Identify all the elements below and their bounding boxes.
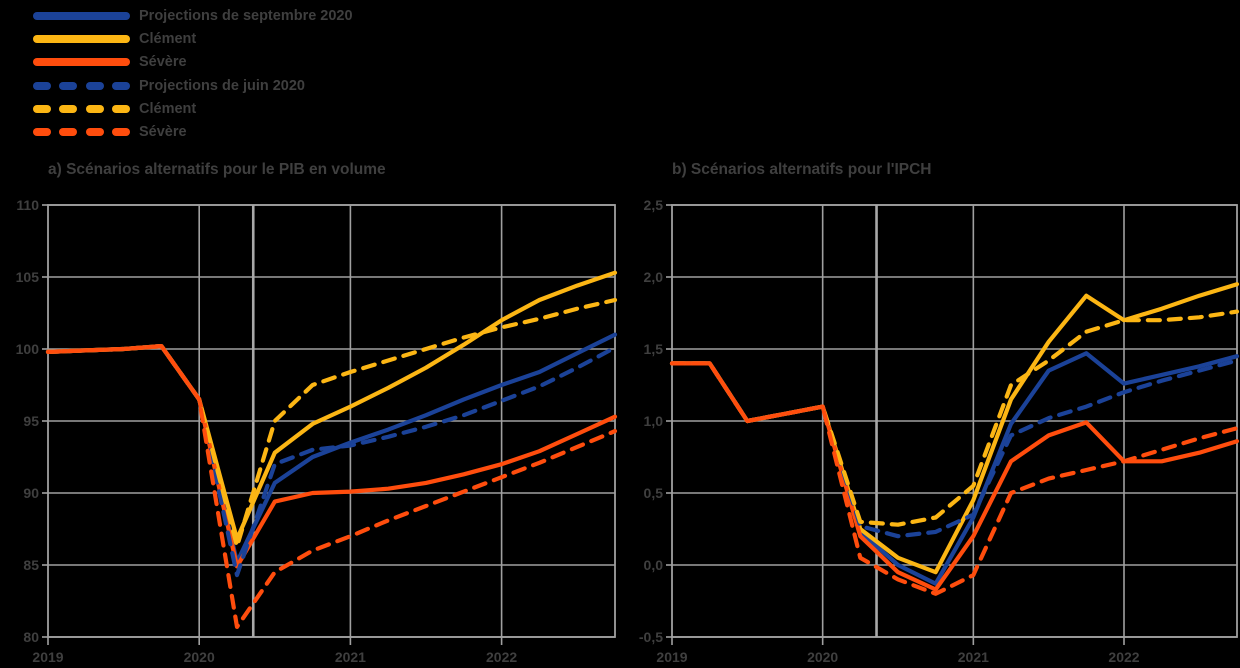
legend-item-label: Projections de septembre 2020	[139, 7, 353, 24]
y-tick-label: -0,5	[639, 629, 663, 645]
y-tick-label: 1,0	[644, 413, 664, 429]
chart-panel-b: 2,5 2,0 1,5 1,0 0,5 0,0 -0,5 2019 2020 2021 2022	[639, 197, 1240, 665]
series-dashed-blue	[669, 358, 1240, 539]
x-tick-label: 2022	[1108, 649, 1139, 665]
panel-a-title: a) Scénarios alternatifs pour le PIB en …	[48, 161, 386, 178]
plot-frame	[47, 204, 616, 638]
x-tick-label: 2022	[486, 649, 517, 665]
series-solid-yellow	[45, 270, 618, 542]
y-tick-label: 95	[23, 413, 39, 429]
x-tick-label: 2019	[32, 649, 63, 665]
x-tick-label: 2020	[184, 649, 215, 665]
legend-item: Clément	[33, 27, 353, 50]
series-solid-yellow	[669, 282, 1240, 575]
legend-item-label: Clément	[139, 30, 197, 47]
legend: Projections de septembre 2020 Clément Sé…	[33, 4, 353, 144]
y-tick-label: 90	[23, 485, 39, 501]
series-solid-orange	[669, 361, 1240, 592]
legend-item-label: Sévère	[139, 124, 187, 141]
y-tick-label: 0,0	[644, 557, 664, 573]
legend-item-label: Clément	[139, 100, 197, 117]
legend-item: Projections de septembre 2020	[33, 4, 353, 27]
y-tick-label: 100	[16, 341, 40, 357]
y-tick-label: 0,5	[644, 485, 664, 501]
legend-line-swatch-solid-orange	[33, 58, 130, 67]
plot-frame	[671, 204, 1238, 638]
legend-item: Sévère	[33, 120, 353, 143]
series-dashed-yellow	[45, 297, 618, 549]
x-tick-label: 2020	[807, 649, 838, 665]
legend-item: Projections de juin 2020	[33, 74, 353, 97]
x-tick-label: 2021	[335, 649, 366, 665]
legend-item-label: Sévère	[139, 54, 187, 71]
legend-line-swatch-dashed-blue	[33, 81, 130, 90]
y-tick-label: 110	[16, 197, 39, 213]
x-tick-label: 2021	[958, 649, 989, 665]
legend-item: Sévère	[33, 51, 353, 74]
chart-panel-a: 110 105 100 95 90 85 80 2019 2020 2021 2022	[16, 197, 618, 665]
series-dashed-orange	[45, 344, 618, 630]
series-solid-blue	[669, 351, 1240, 586]
legend-line-swatch-solid-blue	[33, 11, 130, 20]
panel-b-title: b) Scénarios alternatifs pour l'IPCH	[672, 161, 932, 178]
y-tick-label: 2,5	[644, 197, 664, 213]
legend-item: Clément	[33, 97, 353, 120]
legend-line-swatch-dashed-orange	[33, 128, 130, 137]
y-tick-label: 80	[23, 629, 39, 645]
x-tick-label: 2019	[656, 649, 687, 665]
y-tick-label: 2,0	[644, 269, 664, 285]
legend-line-swatch-dashed-yellow	[33, 104, 130, 113]
legend-item-label: Projections de juin 2020	[139, 77, 305, 94]
series-dashed-orange	[669, 361, 1240, 596]
y-tick-label: 105	[16, 269, 40, 285]
y-tick-label: 85	[23, 557, 39, 573]
y-tick-label: 1,5	[644, 341, 664, 357]
legend-line-swatch-solid-yellow	[33, 34, 130, 43]
